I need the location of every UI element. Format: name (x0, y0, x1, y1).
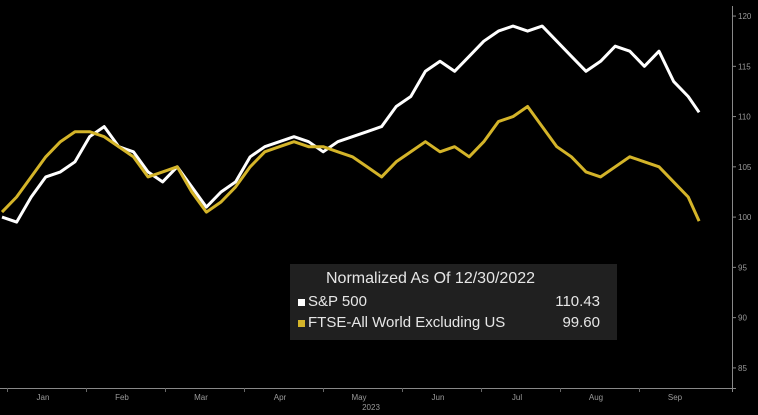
y-tick-label: 85 (738, 364, 747, 373)
x-tick-label: Jul (512, 393, 522, 402)
plot-area (0, 24, 701, 224)
legend-label-ftse: FTSE-All World Excluding US (308, 314, 506, 331)
legend-title: Normalized As Of 12/30/2022 (326, 270, 536, 287)
legend-item-ftse: FTSE-All World Excluding US 99.60 (298, 314, 608, 331)
y-axis: 85 90 95 100 105 110 115 120 (732, 6, 752, 392)
legend-swatch-ftse (298, 319, 305, 327)
x-tick-label: Feb (115, 393, 129, 402)
x-tick-label: Sep (668, 393, 683, 402)
legend-swatch-sp500 (298, 298, 305, 306)
x-axis-year-label: 2023 (362, 403, 380, 412)
legend-item-sp500: S&P 500 110.43 (298, 293, 608, 310)
y-tick-label: 120 (738, 12, 752, 21)
x-tick-label: Apr (274, 393, 287, 402)
legend: Normalized As Of 12/30/2022 S&P 500 110.… (290, 264, 617, 340)
x-tick-label: Jun (432, 393, 445, 402)
legend-label-sp500: S&P 500 (308, 293, 367, 310)
y-tick-label: 105 (738, 163, 752, 172)
x-tick-label: Jan (37, 393, 50, 402)
series-line-sp500 (1, 24, 701, 224)
x-axis: Jan Feb Mar Apr May Jun Jul Aug Sep 2023 (0, 388, 736, 412)
y-tick-label: 90 (738, 314, 747, 323)
legend-value-ftse: 99.60 (562, 314, 600, 331)
x-tick-label: Mar (194, 393, 208, 402)
y-tick-label: 115 (738, 62, 751, 71)
series-line-ftse (0, 105, 701, 222)
y-tick-label: 95 (738, 263, 747, 272)
legend-value-sp500: 110.43 (555, 293, 600, 310)
y-tick-label: 100 (738, 213, 752, 222)
y-tick-label: 110 (738, 113, 751, 122)
x-tick-label: May (351, 393, 366, 402)
x-tick-label: Aug (589, 393, 603, 402)
